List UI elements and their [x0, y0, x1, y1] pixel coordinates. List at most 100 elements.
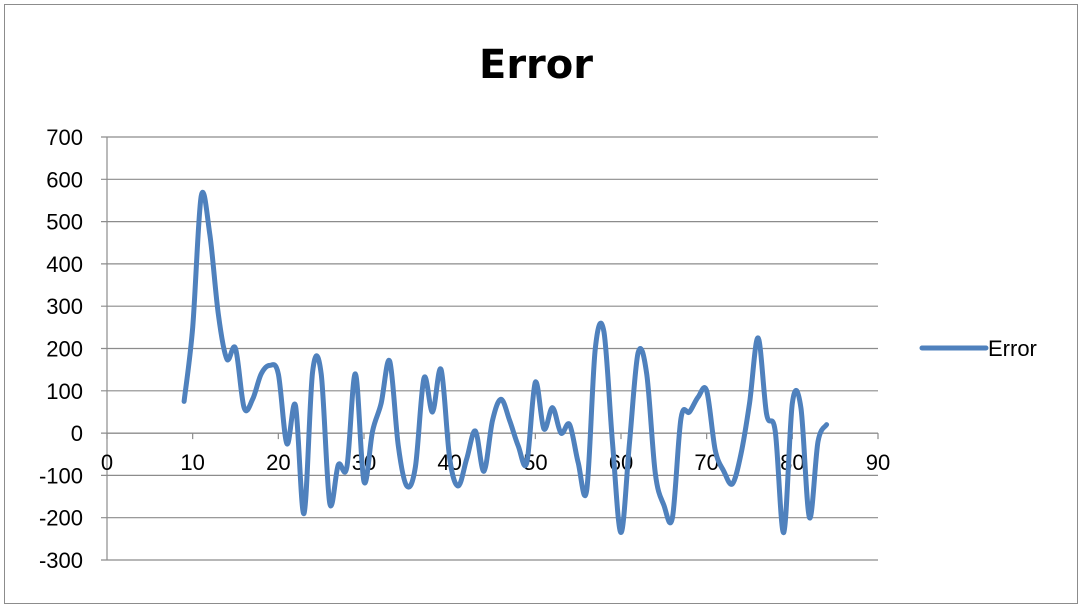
x-tick-label: 90 [866, 450, 890, 475]
data-point [533, 380, 538, 385]
data-point [644, 371, 649, 376]
data-point [413, 464, 418, 469]
data-point [704, 388, 709, 393]
data-point [207, 232, 212, 237]
data-point [781, 530, 786, 535]
data-point [516, 443, 521, 448]
data-point [798, 405, 803, 410]
data-point [293, 403, 298, 408]
data-point [430, 409, 435, 414]
data-point [499, 397, 504, 402]
data-point [559, 431, 564, 436]
data-point [619, 530, 624, 535]
data-point [610, 439, 615, 444]
y-tick-label: 100 [46, 379, 83, 404]
y-tick-label: 400 [46, 252, 83, 277]
data-point [721, 469, 726, 474]
data-point [601, 329, 606, 334]
data-point [464, 456, 469, 461]
data-point [421, 376, 426, 381]
y-tick-label: -200 [39, 506, 83, 531]
data-point [182, 399, 187, 404]
data-point [678, 416, 683, 421]
legend: Error [919, 336, 1037, 361]
data-point [790, 401, 795, 406]
data-point [593, 346, 598, 351]
data-point [344, 464, 349, 469]
data-point [756, 335, 761, 340]
data-point [747, 401, 752, 406]
data-point [439, 367, 444, 372]
data-point [370, 428, 375, 433]
data-point [481, 469, 486, 474]
data-point [387, 359, 392, 364]
y-tick-label: 700 [46, 125, 83, 150]
data-point [199, 194, 204, 199]
data-point [687, 409, 692, 414]
data-point [524, 460, 529, 465]
y-tick-label: 200 [46, 337, 83, 362]
data-point [473, 428, 478, 433]
data-point [216, 312, 221, 317]
y-tick-label: 500 [46, 210, 83, 235]
data-point [242, 405, 247, 410]
data-point [456, 483, 461, 488]
data-point [773, 428, 778, 433]
data-point [627, 439, 632, 444]
y-axis-tick-labels: 700 600 500 400 300 200 100 0 -100 -200 -300 [39, 125, 83, 573]
data-point [396, 443, 401, 448]
data-point [816, 439, 821, 444]
data-point [738, 452, 743, 457]
data-point [670, 515, 675, 520]
data-point [267, 363, 272, 368]
chart-frame [4, 4, 1078, 604]
y-tick-label: -100 [39, 463, 83, 488]
data-point [336, 462, 341, 467]
data-point [447, 456, 452, 461]
y-tick-label: -300 [39, 548, 83, 573]
data-point [653, 471, 658, 476]
data-point [696, 395, 701, 400]
y-tick-label: 0 [71, 421, 83, 446]
series-lines [181, 189, 830, 536]
data-point [233, 346, 238, 351]
data-point [764, 412, 769, 417]
data-point [824, 422, 829, 427]
data-point [224, 357, 229, 362]
data-point [353, 371, 358, 376]
data-point [507, 418, 512, 423]
data-point [250, 397, 255, 402]
data-point [636, 350, 641, 355]
y-tick-label: 300 [46, 294, 83, 319]
data-point [327, 500, 332, 505]
data-point [490, 418, 495, 423]
data-point [259, 371, 264, 376]
data-point [362, 479, 367, 484]
data-point [730, 481, 735, 486]
data-point [584, 488, 589, 493]
data-point [190, 325, 195, 330]
data-point [302, 511, 307, 516]
data-point [661, 503, 666, 508]
data-point [404, 483, 409, 488]
y-tick-label: 600 [46, 167, 83, 192]
x-tick-label: 0 [101, 450, 113, 475]
chart-title: Error [479, 42, 593, 88]
data-point [319, 371, 324, 376]
x-tick-label: 20 [266, 450, 290, 475]
data-point [550, 405, 555, 410]
data-point [576, 460, 581, 465]
data-point [567, 422, 572, 427]
legend-label: Error [988, 336, 1037, 361]
x-axis-tick-labels: 0 10 20 30 40 50 60 70 80 90 [101, 450, 890, 475]
data-point [276, 371, 281, 376]
data-point [713, 448, 718, 453]
x-tick-label: 10 [180, 450, 204, 475]
data-point [310, 369, 315, 374]
x-tick-label: 80 [780, 450, 804, 475]
data-point [807, 515, 812, 520]
gridlines [101, 136, 878, 561]
data-point [284, 441, 289, 446]
series-line-error [181, 189, 830, 536]
